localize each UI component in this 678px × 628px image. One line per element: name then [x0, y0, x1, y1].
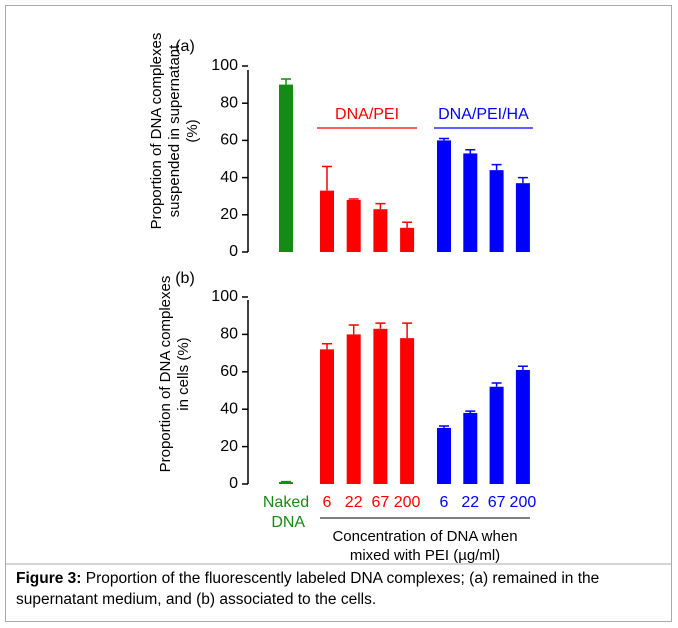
panel-label: (a) — [175, 38, 195, 55]
y-tick-label: 60 — [220, 132, 238, 149]
error-bar — [281, 78, 291, 85]
y-tick-label: 100 — [211, 57, 238, 74]
caption: Figure 3: Proportion of the fluorescentl… — [16, 568, 666, 610]
y-tick-label: 40 — [220, 400, 238, 417]
x-tick-label: 67 — [372, 494, 390, 511]
error-bar — [402, 221, 413, 228]
x-tick-label: 67 — [488, 494, 506, 511]
bar — [489, 386, 504, 484]
bar — [463, 412, 478, 484]
error-bar — [465, 148, 476, 154]
y-tick-label: 20 — [220, 438, 238, 455]
error-bar — [322, 165, 332, 191]
bar — [279, 84, 293, 252]
bar — [320, 349, 334, 484]
y-tick-label: 60 — [220, 363, 238, 380]
bar — [437, 140, 451, 252]
x-tick-label: 200 — [394, 494, 421, 511]
error-bar — [491, 163, 502, 171]
error-bar — [348, 198, 359, 200]
y-tick-label: 40 — [220, 169, 238, 186]
x-tick-label: 200 — [510, 494, 537, 511]
y-axis-label: Proportion of DNA complexes in cells (%) — [157, 275, 192, 473]
x-tick-label: Naked DNA — [263, 494, 309, 531]
bar — [515, 369, 530, 484]
error-bar — [465, 410, 476, 413]
x-tick-label: 22 — [345, 494, 363, 511]
bar — [346, 199, 361, 252]
y-tick-label: 80 — [220, 94, 238, 111]
bar — [400, 338, 415, 484]
error-bar — [348, 324, 359, 335]
bar — [373, 328, 388, 484]
y-tick-label: 20 — [220, 206, 238, 223]
bar — [515, 183, 530, 252]
y-tick-label: 100 — [211, 288, 238, 305]
group-label: DNA/PEI/HA — [438, 106, 529, 123]
bar — [320, 190, 334, 252]
y-tick-label: 0 — [229, 475, 238, 492]
x-tick-label: 6 — [323, 494, 332, 511]
bar — [279, 482, 293, 484]
error-bar — [281, 480, 291, 483]
panel-label: (b) — [175, 270, 195, 287]
error-bar — [439, 425, 449, 428]
bar — [373, 209, 388, 252]
caption-text: Proportion of the fluorescently labeled … — [16, 570, 600, 608]
group-label: DNA/PEI — [335, 106, 399, 123]
error-bar — [439, 137, 449, 141]
x-tick-label: 22 — [461, 494, 479, 511]
bar — [463, 153, 478, 252]
frame — [5, 5, 672, 622]
error-bar — [375, 322, 386, 329]
caption-label: Figure 3: — [16, 570, 82, 587]
error-bar — [375, 202, 386, 210]
error-bar — [517, 176, 528, 184]
y-axis-label: Proportion of DNA complexes suspended in… — [148, 32, 201, 230]
y-tick-label: 0 — [229, 243, 238, 260]
error-bar — [491, 382, 502, 387]
bar — [346, 334, 361, 484]
bar — [400, 227, 415, 252]
bar — [437, 427, 451, 484]
bar — [489, 170, 504, 252]
x-axis-label: Concentration of DNA when mixed with PEI… — [332, 528, 518, 564]
y-tick-label: 80 — [220, 326, 238, 343]
x-tick-label: 6 — [440, 494, 449, 511]
error-bar — [517, 365, 528, 370]
error-bar — [322, 343, 332, 350]
error-bar — [402, 322, 413, 339]
